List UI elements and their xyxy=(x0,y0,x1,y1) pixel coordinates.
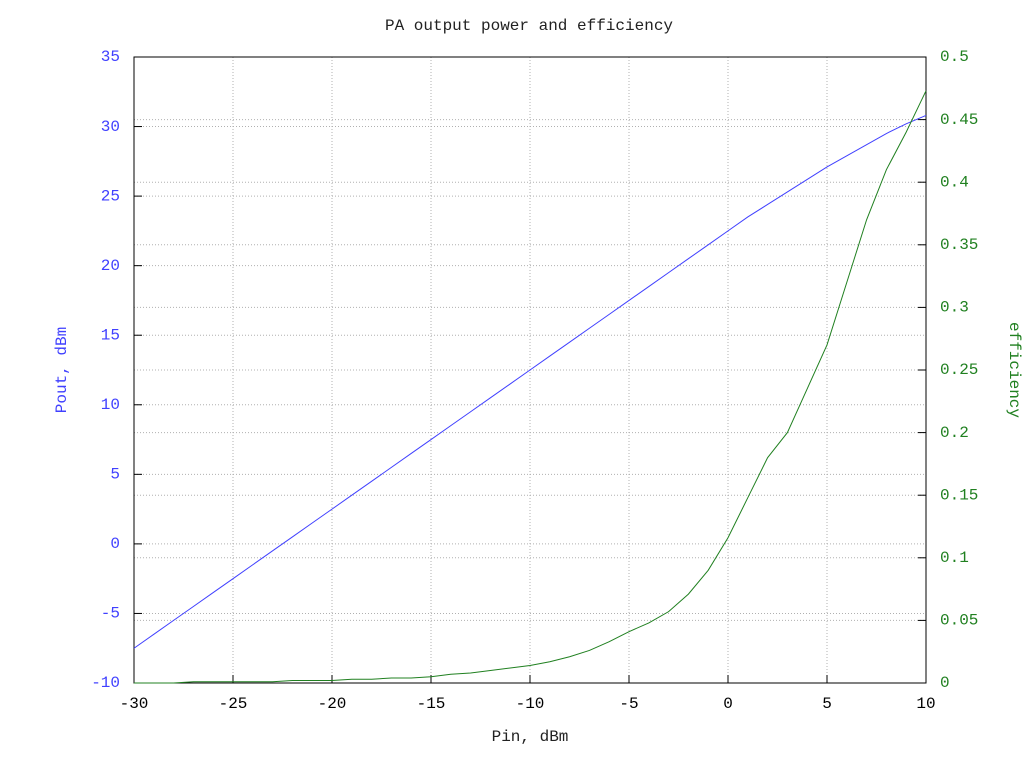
x-tick-label: -10 xyxy=(516,695,545,713)
y-tick-label: 20 xyxy=(101,257,120,275)
y-axis-label: Pout, dBm xyxy=(53,327,71,413)
y2-tick-label: 0.2 xyxy=(940,424,969,442)
series-line xyxy=(133,114,927,649)
y2-tick-label: 0.35 xyxy=(940,236,978,254)
y-tick-label: 0 xyxy=(110,535,120,553)
y2-tick-label: 0.05 xyxy=(940,612,978,630)
x-tick-label: -25 xyxy=(219,695,248,713)
y2-tick-label: 0 xyxy=(940,674,950,692)
y2-tick-label: 0.1 xyxy=(940,549,969,567)
series-line xyxy=(134,90,927,684)
x-tick-label: 5 xyxy=(822,695,832,713)
y-tick-label: 30 xyxy=(101,118,120,136)
x-axis-label: Pin, dBm xyxy=(492,728,569,746)
y-tick-label: 25 xyxy=(101,187,120,205)
x-tick-label: -20 xyxy=(318,695,347,713)
chart-title: PA output power and efficiency xyxy=(385,17,673,35)
y-tick-label: 15 xyxy=(101,326,120,344)
y-tick-label: -10 xyxy=(91,674,120,692)
y2-tick-label: 0.15 xyxy=(940,486,978,504)
x-tick-label: 10 xyxy=(916,695,935,713)
y2-tick-label: 0.4 xyxy=(940,173,969,191)
y-tick-label: -5 xyxy=(101,605,120,623)
y-tick-label: 10 xyxy=(101,396,120,414)
plot-frame xyxy=(133,56,927,684)
x-tick-label: -5 xyxy=(619,695,638,713)
x-tick-label: -15 xyxy=(417,695,446,713)
x-tick-label: -30 xyxy=(120,695,149,713)
y-tick-label: 35 xyxy=(101,48,120,66)
y2-tick-label: 0.3 xyxy=(940,299,969,317)
y2-tick-label: 0.25 xyxy=(940,361,978,379)
x-tick-label: 0 xyxy=(723,695,733,713)
y2-axis-label: efficiency xyxy=(1005,322,1023,418)
y2-tick-label: 0.5 xyxy=(940,48,969,66)
y-tick-label: 5 xyxy=(110,466,120,484)
y2-tick-label: 0.45 xyxy=(940,111,978,129)
